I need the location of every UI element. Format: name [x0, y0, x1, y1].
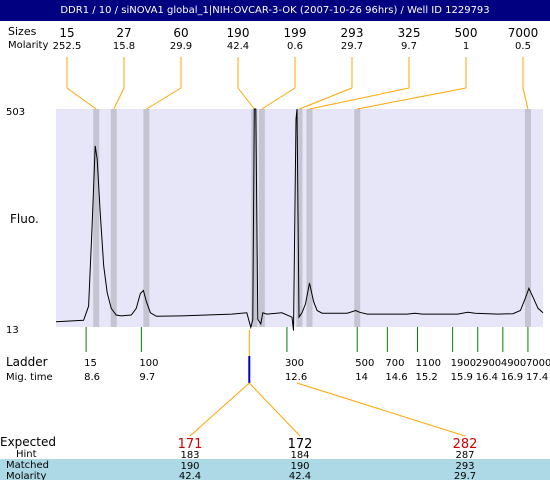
peak-connector	[237, 87, 255, 110]
expected-size-label: 282	[453, 437, 478, 452]
ladder-mig-time-label: 16.9	[501, 372, 523, 383]
peak-connector	[309, 87, 410, 110]
peak-connector	[66, 87, 97, 110]
peak-band	[306, 109, 313, 327]
peak-bands	[93, 109, 531, 327]
peak-connector	[113, 87, 125, 110]
ladder-size-label: 300	[285, 358, 304, 369]
ladder-mig-time-label: 15.2	[415, 372, 437, 383]
ladder-mig-time-label: 12.6	[285, 372, 307, 383]
ladder-mig-time-label: 16.4	[476, 372, 498, 383]
hint-row-label: Hint	[16, 449, 37, 460]
peak-molarity-label: 0.5	[515, 41, 531, 52]
ladder-size-label: 1100	[415, 358, 440, 369]
background-layer	[0, 459, 550, 480]
peak-size-label: 325	[398, 26, 421, 40]
row-labels: Sizes Molarity 503 13 Fluo. Ladder Mig. …	[0, 25, 538, 480]
peak-size-label: 199	[284, 26, 307, 40]
peak-molarity-label: 9.7	[401, 41, 417, 52]
peak-connector	[261, 87, 296, 110]
peak-band	[296, 109, 303, 327]
expected-size-label: 172	[288, 437, 313, 452]
peak-molarity-label: 42.4	[227, 41, 249, 52]
y-tick-max: 503	[6, 107, 25, 118]
peak-molarity-label: 29.9	[170, 41, 192, 52]
peak-band	[110, 109, 117, 327]
peak-connector	[146, 87, 182, 110]
peak-band	[143, 109, 150, 327]
peak-band	[258, 109, 265, 327]
ladder-row-label: Ladder	[6, 355, 48, 369]
molarity-bottom-row-label: Molarity	[6, 471, 46, 480]
peak-band	[524, 109, 531, 327]
matched-row-background	[0, 459, 550, 480]
ladder-size-label: 700	[385, 358, 404, 369]
peak-size-label: 500	[455, 26, 478, 40]
fluo-axis-label: Fluo.	[10, 212, 39, 226]
y-tick-min: 13	[6, 325, 19, 336]
ladder-size-label: 15	[84, 358, 97, 369]
expected-molarity-value: 42.4	[289, 471, 311, 480]
peak-molarity-label: 252.5	[53, 41, 82, 52]
expected-matched-value: 293	[455, 461, 474, 472]
peak-band	[354, 109, 361, 327]
ladder-mig-time-label: 15.9	[451, 372, 473, 383]
ladder-mig-time-label: 8.6	[84, 372, 100, 383]
peak-molarity-label: 0.6	[287, 41, 303, 52]
expected-connector	[189, 382, 250, 437]
expected-row-label: Expected	[0, 435, 56, 449]
ladder-size-label: 1900	[451, 358, 476, 369]
expected-connector	[296, 382, 466, 437]
expected-size-label: 171	[178, 437, 203, 452]
peak-size-label: 7000	[508, 26, 539, 40]
expected-hint-value: 184	[290, 450, 309, 461]
ladder-size-label: 500	[355, 358, 374, 369]
ladder-size-label: 7000	[526, 358, 550, 369]
trace-layer	[55, 108, 544, 331]
ladder-size-label: 100	[139, 358, 158, 369]
peak-connector	[522, 87, 529, 110]
expected-molarity-value: 29.7	[454, 471, 476, 480]
ladder-mig-time-label: 14.6	[385, 372, 407, 383]
peak-connectors	[66, 57, 529, 110]
ladder-mig-time-label: 9.7	[139, 372, 155, 383]
peak-molarity-label: 29.7	[341, 41, 363, 52]
chart-title: DDR1 / 10 / siNOVA1 global_1|NIH:OVCAR-3…	[60, 5, 490, 16]
ladder-size-label: 4900	[501, 358, 526, 369]
ladder-layer: 15 8.6 100 9.7 300 12.6 500 14 700 14.6 1100 15.2 19…	[84, 327, 550, 383]
peak-size-label: 15	[59, 26, 74, 40]
ladder-size-label: 2900	[476, 358, 501, 369]
peak-molarity-label: 15.8	[113, 41, 135, 52]
expected-matched-value: 190	[290, 461, 309, 472]
chart-title-bar: DDR1 / 10 / siNOVA1 global_1|NIH:OVCAR-3…	[0, 0, 550, 21]
peak-band	[93, 109, 100, 327]
expected-matched-value: 190	[180, 461, 199, 472]
expected-hint-value: 183	[180, 450, 199, 461]
peak-connector	[299, 87, 353, 110]
peak-connector	[357, 87, 467, 110]
expected-molarity-value: 42.4	[179, 471, 201, 480]
peak-size-label: 293	[341, 26, 364, 40]
peak-molarity-label: 1	[463, 41, 469, 52]
ladder-mig-time-label: 17.4	[526, 372, 548, 383]
peak-band	[251, 109, 258, 327]
sizes-row-label: Sizes	[8, 25, 37, 38]
peak-size-label: 27	[116, 26, 131, 40]
molarity-row-label: Molarity	[8, 40, 48, 51]
ladder-mig-time-label: 14	[355, 372, 368, 383]
matched-row-label: Matched	[6, 460, 49, 471]
peak-size-label: 60	[173, 26, 188, 40]
peak-size-label: 190	[227, 26, 250, 40]
expected-connector	[248, 382, 301, 437]
fluorescence-trace	[55, 108, 544, 331]
mig-time-row-label: Mig. time	[6, 372, 53, 383]
expected-hint-value: 287	[455, 450, 474, 461]
